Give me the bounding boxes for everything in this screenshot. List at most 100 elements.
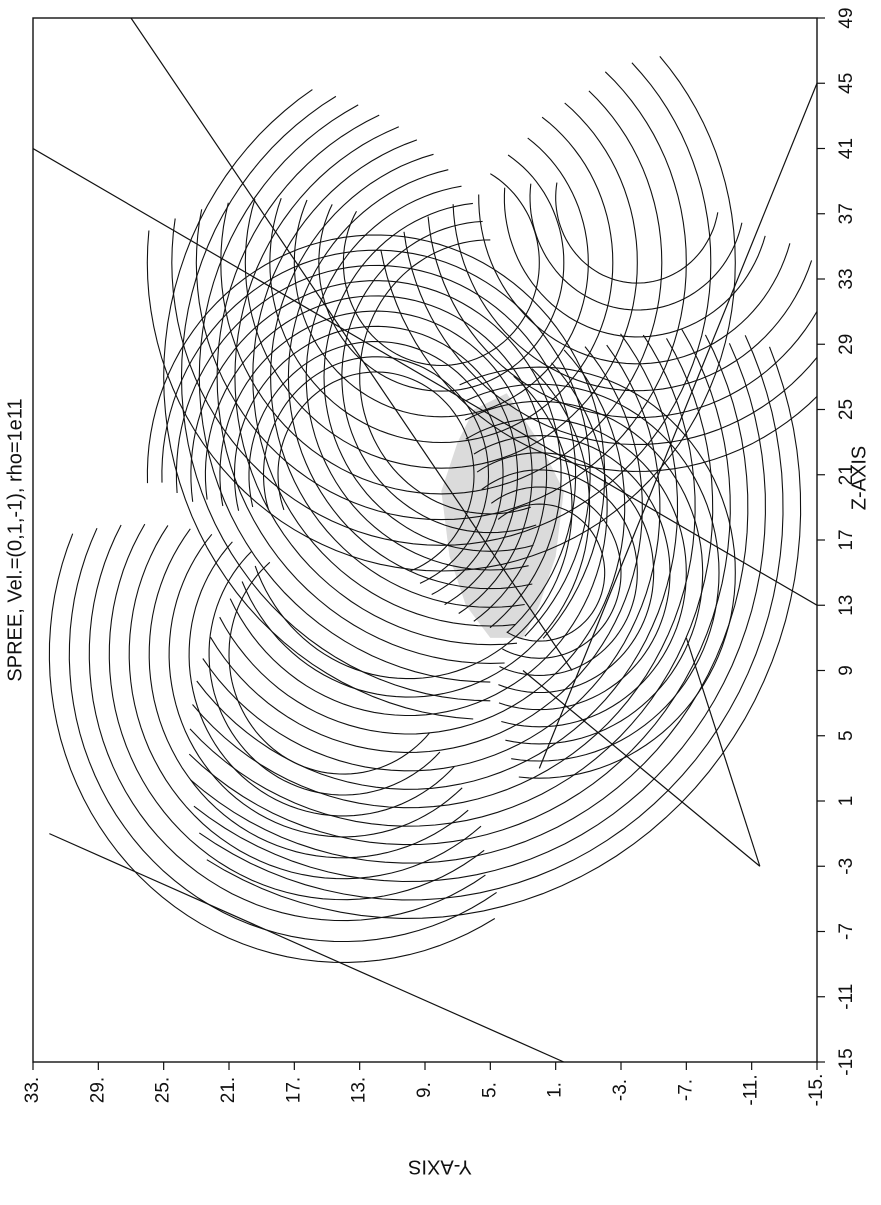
y-axis-tick-label: 29. bbox=[87, 1077, 108, 1103]
z-axis-tick-label: -15 bbox=[836, 1048, 857, 1075]
trajectory-line bbox=[476, 452, 655, 694]
trajectory-line bbox=[88, 524, 486, 922]
trajectory-line bbox=[403, 231, 817, 446]
trajectory-line bbox=[481, 469, 638, 676]
trajectory-line bbox=[359, 239, 531, 515]
y-axis-tick-label: -7. bbox=[675, 1079, 696, 1101]
z-axis-tick-label: 25 bbox=[836, 399, 857, 420]
trajectory-line bbox=[108, 523, 485, 901]
trajectory-line bbox=[204, 295, 548, 622]
z-axis-tick-label: 5 bbox=[836, 730, 857, 741]
trajectory-line bbox=[305, 185, 529, 571]
y-axis-tick-label: 13. bbox=[349, 1077, 370, 1103]
trajectory-line bbox=[188, 328, 731, 846]
trajectory-line bbox=[161, 249, 591, 637]
trajectory-line bbox=[427, 216, 817, 419]
straight-ray bbox=[130, 18, 573, 671]
trajectory-line bbox=[464, 400, 704, 745]
y-axis-label: Y-AXIS bbox=[408, 1156, 472, 1178]
trajectory-line bbox=[323, 202, 534, 552]
trajectory-line bbox=[503, 187, 766, 338]
trajectory-line bbox=[529, 183, 743, 311]
z-axis-tick-label: 29 bbox=[836, 334, 857, 355]
y-axis-tick-label: 25. bbox=[153, 1077, 174, 1103]
trajectory-line bbox=[452, 204, 813, 392]
chart-title: SPREE, Vel.=(0,1,-1), rho=1e11 bbox=[4, 398, 26, 681]
z-axis-tick-label: 41 bbox=[836, 138, 857, 159]
trajectory-line bbox=[465, 417, 687, 728]
straight-ray bbox=[522, 670, 761, 867]
y-axis-tick-label: -3. bbox=[610, 1079, 631, 1101]
z-axis-tick-label: 33 bbox=[836, 268, 857, 289]
z-axis-tick-label: 1 bbox=[836, 796, 857, 807]
z-axis-tick-label: -11 bbox=[836, 984, 857, 1010]
y-axis-tick-label: 1. bbox=[545, 1082, 566, 1098]
trajectory-line bbox=[198, 104, 491, 683]
trajectory-line bbox=[478, 194, 791, 365]
z-axis-tick-label: 49 bbox=[836, 7, 857, 28]
trajectory-line bbox=[198, 335, 784, 901]
trajectory-line bbox=[171, 62, 712, 546]
straight-ray bbox=[33, 147, 817, 606]
trajectory-line bbox=[219, 310, 533, 614]
y-axis-tick-label: 17. bbox=[283, 1077, 304, 1103]
straight-ray bbox=[538, 83, 817, 769]
trajectory-line bbox=[163, 89, 474, 720]
y-axis-tick-label: 5. bbox=[479, 1082, 500, 1098]
trajectory-line bbox=[269, 116, 614, 444]
trajectory-line bbox=[248, 341, 504, 595]
trajectory-line bbox=[68, 527, 497, 943]
z-axis-tick-label: 17 bbox=[836, 529, 857, 550]
y-axis-tick-label: 21. bbox=[218, 1077, 239, 1103]
z-axis-tick-label: 21 bbox=[836, 464, 857, 485]
trajectory-line bbox=[287, 169, 533, 590]
trajectory-line bbox=[190, 280, 562, 629]
y-axis-tick-label: -15. bbox=[806, 1074, 827, 1107]
trajectory-line bbox=[193, 343, 766, 883]
trajectory-line bbox=[234, 126, 518, 646]
trajectory-line bbox=[146, 234, 606, 639]
trajectory-line bbox=[175, 264, 577, 634]
trajectory-line bbox=[244, 102, 638, 469]
trajectory-line bbox=[148, 528, 469, 859]
trajectory-line bbox=[195, 71, 687, 521]
z-axis-tick-label: -3 bbox=[836, 858, 857, 875]
trajectory-line bbox=[180, 95, 491, 702]
trajectory-line bbox=[208, 550, 441, 796]
trajectory-line bbox=[210, 346, 643, 753]
y-axis-tick-label: 33. bbox=[22, 1077, 43, 1103]
trajectory-line bbox=[341, 220, 537, 534]
trajectory-line bbox=[262, 356, 490, 584]
x-axis-label: Z-AXIS bbox=[848, 446, 870, 510]
trajectory-line bbox=[497, 503, 606, 642]
trajectory-line bbox=[293, 137, 589, 418]
trajectory-line bbox=[459, 366, 736, 779]
trajectory-line bbox=[473, 435, 671, 711]
trajectory-line bbox=[146, 56, 736, 572]
tick-layer: -15 -11 -7 -3 1 5 9 13 17 21 25 29 33 37 41 45 49 33. 29. 2… bbox=[22, 7, 857, 1106]
trajectory-line bbox=[220, 90, 663, 495]
trajectory-line bbox=[252, 139, 516, 627]
trajectory-line bbox=[219, 349, 626, 735]
trajectory-line bbox=[216, 114, 505, 664]
trajectory-line bbox=[188, 541, 455, 817]
plot-layer bbox=[33, 18, 817, 1062]
trajectory-line bbox=[228, 561, 431, 775]
z-axis-tick-label: -7 bbox=[836, 923, 857, 940]
y-axis-tick-label: -11. bbox=[741, 1074, 762, 1105]
trajectory-line bbox=[229, 362, 608, 717]
trajectory-line bbox=[241, 368, 591, 698]
trajectory-line bbox=[380, 249, 817, 472]
trajectory-line bbox=[48, 533, 496, 963]
trajectory-line bbox=[190, 334, 749, 864]
trajectory-line bbox=[206, 346, 802, 919]
z-axis-tick-label: 13 bbox=[836, 595, 857, 616]
trajectory-line bbox=[254, 375, 573, 680]
trajectory-line bbox=[128, 525, 482, 880]
z-axis-tick-label: 45 bbox=[836, 73, 857, 94]
straight-ray bbox=[49, 833, 565, 1062]
trajectory-line bbox=[270, 153, 525, 608]
trajectory-line bbox=[168, 533, 463, 838]
